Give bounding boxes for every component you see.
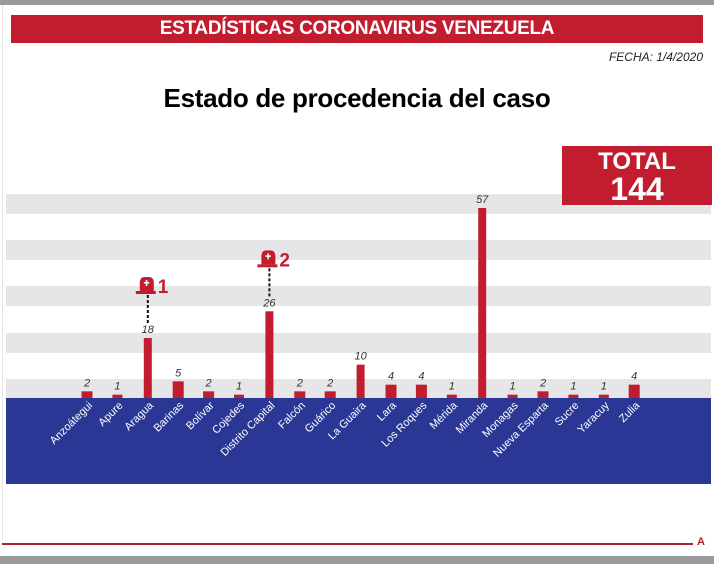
value-label: 2: [83, 377, 90, 389]
value-label: 1: [510, 381, 516, 393]
value-label: 5: [175, 367, 182, 379]
death-annotations: 12: [135, 250, 290, 323]
value-label: 1: [449, 381, 455, 393]
value-label: 4: [631, 371, 637, 383]
total-value: 144: [610, 171, 664, 207]
left-border: [2, 5, 3, 540]
value-label: 1: [601, 381, 607, 393]
bar: [385, 384, 397, 398]
death-count: 1: [158, 277, 169, 298]
value-label: 1: [114, 381, 120, 393]
footer-rule: [2, 543, 693, 545]
background-stripes: [6, 194, 711, 398]
value-label: 10: [354, 351, 367, 363]
x-axis-band: [6, 398, 711, 484]
bar: [324, 391, 336, 398]
bar: [568, 394, 579, 398]
bar: [112, 394, 123, 398]
bar: [598, 394, 609, 398]
bottom-border: [0, 556, 714, 564]
footer-logo: A: [697, 536, 705, 548]
value-label: 26: [262, 297, 276, 309]
total-badge: TOTAL 144: [562, 146, 712, 205]
value-label: 2: [296, 377, 303, 389]
bar: [143, 338, 152, 398]
tombstone-icon: [135, 277, 156, 294]
value-label: 2: [539, 377, 546, 389]
grid-band: [6, 333, 711, 353]
death-count: 2: [279, 250, 290, 271]
value-label: 1: [570, 381, 576, 393]
bar: [446, 394, 457, 398]
bar: [265, 311, 274, 398]
value-label: 4: [388, 371, 394, 383]
bar: [415, 384, 427, 398]
bar: [628, 384, 640, 398]
value-label: 2: [326, 377, 333, 389]
value-label: 57: [476, 194, 489, 206]
bar: [172, 381, 184, 398]
bar: [478, 208, 487, 398]
tombstone-icon: [257, 250, 278, 268]
bar: [203, 391, 215, 398]
bar: [507, 394, 518, 398]
chart-title: Estado de procedencia del caso: [163, 83, 551, 113]
value-label: 18: [142, 324, 155, 336]
total-label: TOTAL: [598, 148, 676, 175]
bar: [294, 391, 306, 398]
value-label: 4: [418, 371, 424, 383]
death-annotation: 1: [135, 277, 169, 323]
date-label: FECHA: 1/4/2020: [608, 50, 703, 64]
bars: [81, 208, 640, 398]
grid-band: [6, 194, 711, 214]
value-label: 2: [205, 377, 212, 389]
value-label: 1: [236, 381, 242, 393]
grid-band: [6, 286, 711, 306]
top-border: [0, 0, 714, 5]
bar: [537, 391, 549, 398]
grid-band: [6, 240, 711, 260]
bar: [81, 391, 93, 398]
bar: [356, 364, 365, 398]
death-annotation: 2: [257, 250, 290, 297]
banner-title: ESTADÍSTICAS CORONAVIRUS VENEZUELA: [11, 15, 703, 43]
bar: [234, 394, 244, 398]
